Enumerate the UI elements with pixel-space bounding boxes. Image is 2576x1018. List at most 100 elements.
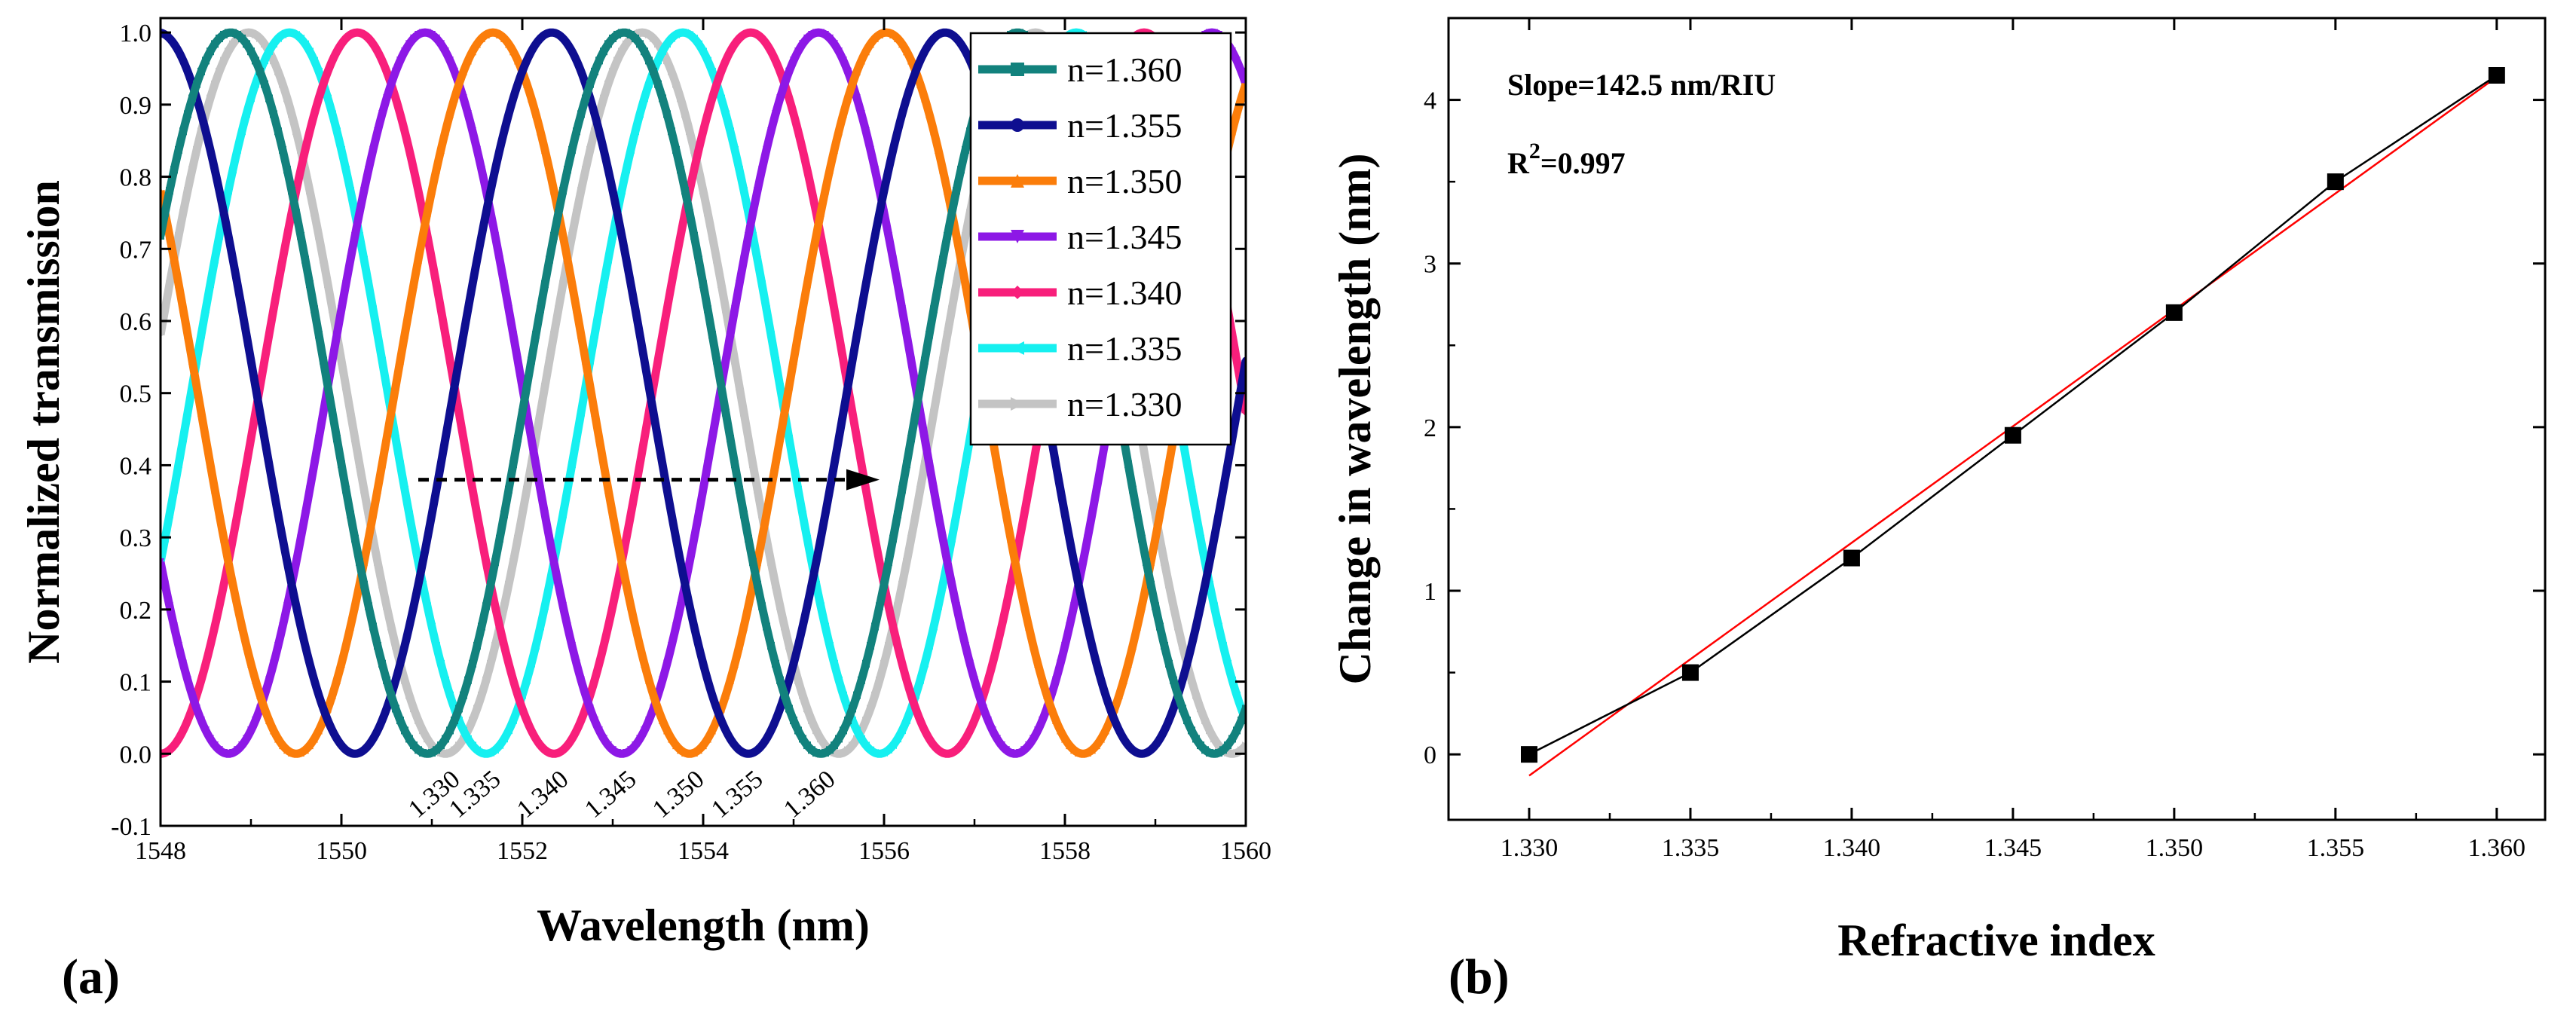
curve-marker-n=1.330 [916,485,924,494]
curve-marker-n=1.330 [179,209,187,217]
curve-marker-n=1.360 [460,691,467,699]
curve-marker-n=1.335 [962,460,969,469]
curve-marker-n=1.355 [410,602,418,610]
curve-marker-n=1.355 [677,558,684,566]
curve-marker-n=1.330 [428,741,436,750]
curve-marker-n=1.340 [690,166,698,174]
curve-marker-n=1.340 [966,726,974,735]
curve-marker-n=1.350 [243,642,250,650]
y-tick-label: 0.5 [120,381,152,408]
curve-marker-n=1.335 [464,735,472,743]
curve-marker-n=1.360 [487,580,494,588]
curve-marker-n=1.360 [442,735,449,743]
curve-marker-n=1.355 [225,231,232,240]
curve-marker-n=1.345 [957,622,965,631]
curve-marker-n=1.345 [903,331,910,339]
curve-marker-n=1.335 [396,460,404,469]
curve-marker-n=1.335 [329,110,336,118]
curve-marker-n=1.360 [604,40,612,48]
curve-marker-n=1.340 [184,717,191,725]
curve-marker-n=1.345 [564,622,571,631]
curve-marker-n=1.335 [1183,460,1191,469]
curve-marker-n=1.335 [577,408,585,417]
curve-marker-n=1.350 [1124,659,1132,668]
linear-fit-line [1528,76,2498,777]
curve-marker-n=1.350 [564,255,571,264]
curve-marker-n=1.350 [442,127,449,136]
curve-marker-n=1.330 [451,746,458,754]
curve-marker-n=1.355 [699,659,707,668]
curve-marker-n=1.360 [1174,691,1182,699]
curve-marker-n=1.335 [722,110,730,118]
curve-marker-n=1.335 [790,460,797,469]
curve-marker-n=1.350 [672,741,680,750]
curve-marker-n=1.340 [925,735,933,743]
curve-marker-n=1.345 [396,57,404,65]
curve-marker-n=1.360 [803,741,811,750]
curve-marker-n=1.355 [1165,717,1173,725]
curve-marker-n=1.335 [740,187,748,195]
curve-marker-n=1.355 [306,659,314,668]
curve-marker-n=1.335 [225,187,232,195]
curve-marker-n=1.345 [699,485,707,494]
curve-marker-n=1.340 [1016,534,1023,543]
curve-marker-n=1.350 [455,80,463,88]
curve-marker-n=1.350 [604,485,612,494]
curve-marker-n=1.330 [288,110,295,118]
curve-marker-n=1.360 [1233,726,1241,735]
curve-marker-n=1.360 [772,659,779,668]
y-tick-label: 0.3 [120,524,152,552]
curve-marker-n=1.355 [785,676,793,684]
curve-marker-n=1.340 [953,746,960,754]
data-point [2327,173,2344,191]
x-tick-label: 1548 [135,837,186,865]
curve-marker-n=1.355 [1156,735,1164,743]
curve-marker-n=1.350 [342,642,350,650]
curve-marker-n=1.355 [898,110,906,118]
curve-marker-n=1.345 [826,34,834,42]
curve-marker-n=1.355 [256,408,264,417]
panel-a-x-axis: 1548 1550 1552 1554 1556 1558 1560 [135,18,1271,865]
curve-marker-n=1.345 [238,741,246,750]
curve-marker-n=1.330 [365,510,372,518]
curve-marker-n=1.335 [478,749,485,757]
curve-marker-n=1.340 [695,145,702,154]
curve-marker-n=1.360 [1215,749,1222,757]
curve-marker-n=1.340 [916,717,924,725]
curve-marker-n=1.330 [197,127,205,136]
curve-marker-n=1.345 [532,460,540,469]
curve-marker-n=1.345 [170,622,178,631]
curve-marker-n=1.350 [559,231,567,240]
curve-marker-n=1.345 [451,67,458,75]
curve-marker-n=1.345 [686,558,693,566]
curve-marker-n=1.350 [537,127,544,136]
curve-marker-n=1.360 [415,746,422,754]
curve-marker-n=1.360 [166,187,173,195]
curve-marker-n=1.340 [247,435,255,443]
curve-marker-n=1.335 [641,94,648,102]
curve-marker-n=1.350 [197,408,205,417]
y-tick-label: 0 [1424,741,1436,769]
curve-marker-n=1.355 [514,80,522,88]
curve-marker-n=1.360 [921,356,929,365]
curve-marker-n=1.360 [175,145,182,154]
curve-marker-n=1.350 [1070,746,1078,754]
curve-marker-n=1.330 [455,741,463,750]
curve-marker-n=1.360 [1197,741,1204,750]
curve-marker-n=1.350 [387,408,395,417]
curve-marker-n=1.345 [1016,749,1023,757]
slope-annotation: Slope=142.5 nm/RIU [1507,68,1776,102]
curve-marker-n=1.355 [1079,602,1087,610]
curve-marker-n=1.350 [740,622,748,631]
curve-marker-n=1.335 [817,602,825,610]
curve-marker-n=1.350 [460,67,467,75]
curve-marker-n=1.335 [1206,580,1213,588]
curve-marker-n=1.330 [749,460,757,469]
curve-marker-n=1.330 [577,187,585,195]
curve-marker-n=1.345 [491,231,499,240]
curve-marker-n=1.330 [754,485,761,494]
curve-marker-n=1.345 [772,110,779,118]
curve-marker-n=1.355 [817,534,825,543]
curve-marker-n=1.340 [1007,580,1014,588]
